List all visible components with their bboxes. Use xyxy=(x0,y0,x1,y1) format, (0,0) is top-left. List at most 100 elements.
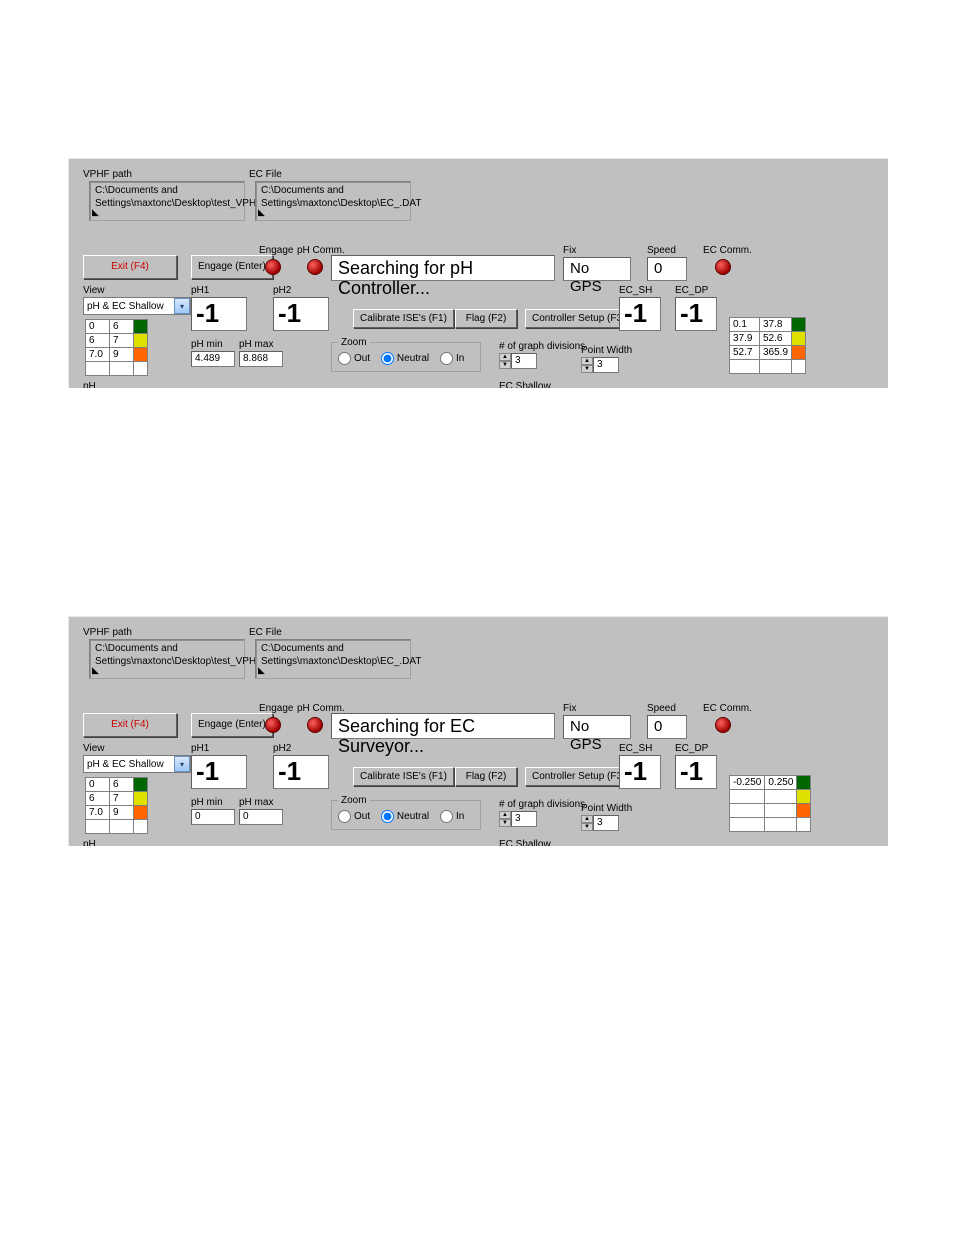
fix-display: No GPS xyxy=(563,257,631,281)
ec-dp-display: -1 xyxy=(675,755,717,789)
speed-label: Speed xyxy=(647,703,676,714)
engage-button[interactable]: Engage (Enter) xyxy=(191,255,273,279)
ec-comm-led xyxy=(715,259,731,275)
pointwidth-spinner[interactable]: ▲▼3 xyxy=(581,357,619,373)
ph-range-table: 06677.09 xyxy=(85,777,148,834)
ec-range-table: -0.2500.250 xyxy=(729,775,811,832)
zoom-legend: Zoom xyxy=(338,337,370,348)
ph2-display: -1 xyxy=(273,297,329,331)
table-cell: 6 xyxy=(110,778,134,792)
phmax-label: pH max xyxy=(239,797,273,808)
ec-dp-label: EC_DP xyxy=(675,285,708,296)
engage-label: Engage xyxy=(259,703,293,714)
table-cell: 0 xyxy=(86,778,110,792)
table-cell: 7 xyxy=(110,334,134,348)
speed-display: 0 xyxy=(647,257,687,281)
fix-label: Fix xyxy=(563,703,576,714)
chevron-down-icon: ▾ xyxy=(174,756,190,772)
calibrate-button[interactable]: Calibrate ISE's (F1) xyxy=(353,309,454,328)
divisions-label: # of graph divisions xyxy=(499,799,585,810)
ph1-label: pH1 xyxy=(191,285,209,296)
exit-button[interactable]: Exit (F4) xyxy=(83,255,177,279)
color-swatch xyxy=(792,318,806,332)
table-cell: 6 xyxy=(110,320,134,334)
ec-file-label: EC File xyxy=(249,169,282,180)
table-cell: 365.9 xyxy=(760,346,792,360)
phmax-input[interactable]: 0 xyxy=(239,809,283,825)
color-swatch xyxy=(797,776,811,790)
phmin-input[interactable]: 4.489 xyxy=(191,351,235,367)
table-cell: 7 xyxy=(110,792,134,806)
table-cell: 7.0 xyxy=(86,806,110,820)
controller-setup-button[interactable]: Controller Setup (F3) xyxy=(525,309,632,328)
vphf-path-label: VPHF path xyxy=(83,169,132,180)
table-cell: 37.8 xyxy=(760,318,792,332)
ec-sh-label: EC_SH xyxy=(619,743,652,754)
speed-label: Speed xyxy=(647,245,676,256)
zoom-neutral-radio[interactable]: Neutral xyxy=(381,811,429,822)
table-cell: 7.0 xyxy=(86,348,110,362)
footer-right-label: EC Shallow xyxy=(499,839,551,846)
fix-display: No GPS xyxy=(563,715,631,739)
view-dropdown[interactable]: pH & EC Shallow▾ xyxy=(83,755,191,773)
table-cell: 0 xyxy=(86,320,110,334)
flag-button[interactable]: Flag (F2) xyxy=(455,767,517,786)
table-cell: -0.250 xyxy=(730,776,765,790)
phmin-label: pH min xyxy=(191,797,223,808)
ph1-label: pH1 xyxy=(191,743,209,754)
table-cell xyxy=(765,790,797,804)
engage-led xyxy=(265,259,281,275)
table-cell: 52.6 xyxy=(760,332,792,346)
divisions-label: # of graph divisions xyxy=(499,341,585,352)
table-cell xyxy=(765,804,797,818)
engage-button[interactable]: Engage (Enter) xyxy=(191,713,273,737)
zoom-in-radio[interactable]: In xyxy=(440,811,464,822)
vphf-path-box: C:\Documents and Settings\maxtonc\Deskto… xyxy=(89,181,245,221)
controller-setup-button[interactable]: Controller Setup (F3) xyxy=(525,767,632,786)
table-cell: 9 xyxy=(110,348,134,362)
table-cell xyxy=(730,804,765,818)
zoom-neutral-radio[interactable]: Neutral xyxy=(381,353,429,364)
phmax-input[interactable]: 8.868 xyxy=(239,351,283,367)
zoom-out-radio[interactable]: Out xyxy=(338,811,370,822)
phmin-input[interactable]: 0 xyxy=(191,809,235,825)
pointwidth-label: Point Width xyxy=(581,803,632,814)
ec-sh-label: EC_SH xyxy=(619,285,652,296)
engage-label: Engage xyxy=(259,245,293,256)
view-label: View xyxy=(83,285,105,296)
ph2-label: pH2 xyxy=(273,285,291,296)
exit-button[interactable]: Exit (F4) xyxy=(83,713,177,737)
phmax-label: pH max xyxy=(239,339,273,350)
ph1-display: -1 xyxy=(191,297,247,331)
pointwidth-label: Point Width xyxy=(581,345,632,356)
status-display: Searching for pH Controller... xyxy=(331,255,555,281)
color-swatch xyxy=(134,348,148,362)
view-dropdown[interactable]: pH & EC Shallow▾ xyxy=(83,297,191,315)
table-cell: 37.9 xyxy=(730,332,760,346)
ec-comm-label: EC Comm. xyxy=(703,245,752,256)
pointwidth-spinner[interactable]: ▲▼3 xyxy=(581,815,619,831)
ph2-label: pH2 xyxy=(273,743,291,754)
color-swatch xyxy=(797,804,811,818)
color-swatch xyxy=(134,778,148,792)
status-display: Searching for EC Surveyor... xyxy=(331,713,555,739)
calibrate-button[interactable]: Calibrate ISE's (F1) xyxy=(353,767,454,786)
zoom-fieldset: Zoom Out Neutral In xyxy=(331,337,481,372)
divisions-spinner[interactable]: ▲▼3 xyxy=(499,811,537,827)
table-cell: 6 xyxy=(86,334,110,348)
footer-left-label: pH xyxy=(83,381,96,388)
zoom-in-radio[interactable]: In xyxy=(440,353,464,364)
footer-right-label: EC Shallow xyxy=(499,381,551,388)
zoom-out-radio[interactable]: Out xyxy=(338,353,370,364)
color-swatch xyxy=(792,346,806,360)
color-swatch xyxy=(134,334,148,348)
ph1-display: -1 xyxy=(191,755,247,789)
table-cell: 6 xyxy=(86,792,110,806)
footer-left-label: pH xyxy=(83,839,96,846)
table-cell: 9 xyxy=(110,806,134,820)
vphf-path-label: VPHF path xyxy=(83,627,132,638)
ec-comm-led xyxy=(715,717,731,733)
flag-button[interactable]: Flag (F2) xyxy=(455,309,517,328)
divisions-spinner[interactable]: ▲▼3 xyxy=(499,353,537,369)
color-swatch xyxy=(134,320,148,334)
